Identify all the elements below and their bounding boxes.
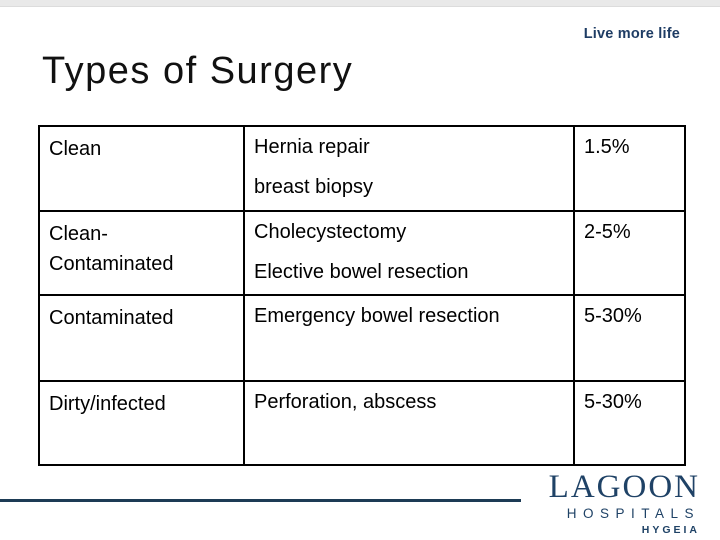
rate-value: 2-5% bbox=[584, 221, 631, 243]
example-label: breast biopsy bbox=[254, 176, 373, 198]
category-label: Contaminated bbox=[49, 307, 174, 329]
slide-title: Types of Surgery bbox=[42, 50, 354, 92]
examples-cell: Perforation, abscess bbox=[245, 382, 575, 464]
examples-cell: Hernia repair breast biopsy bbox=[245, 127, 575, 212]
category-label: Clean-Contaminated bbox=[49, 223, 174, 275]
example-label: Cholecystectomy bbox=[254, 221, 407, 243]
surgery-classification-table: Clean Hernia repair breast biopsy 1.5% C… bbox=[38, 125, 686, 466]
example-label: Elective bowel resection bbox=[254, 261, 469, 283]
category-cell: Clean bbox=[40, 127, 245, 212]
example-label: Perforation, abscess bbox=[254, 391, 437, 413]
category-label: Dirty/infected bbox=[49, 393, 166, 415]
rate-cell: 5-30% bbox=[575, 296, 684, 382]
category-cell: Clean-Contaminated bbox=[40, 212, 245, 296]
examples-cell: Emergency bowel resection bbox=[245, 296, 575, 382]
rate-cell: 5-30% bbox=[575, 382, 684, 464]
example-label: Emergency bowel resection bbox=[254, 305, 500, 327]
category-label: Clean bbox=[49, 138, 102, 160]
hospital-logo: LAGOON HOSPITALS HYGEIA bbox=[524, 471, 700, 535]
rate-cell: 2-5% bbox=[575, 212, 684, 296]
rate-cell: 1.5% bbox=[575, 127, 684, 212]
rate-value: 1.5% bbox=[584, 136, 630, 158]
category-cell: Contaminated bbox=[40, 296, 245, 382]
logo-name: LAGOON bbox=[548, 469, 700, 505]
example-label: Hernia repair bbox=[254, 136, 370, 158]
slide-top-edge bbox=[0, 0, 720, 7]
logo-subtitle: HOSPITALS bbox=[566, 506, 700, 521]
footer-divider-line bbox=[0, 499, 521, 502]
examples-cell: Cholecystectomy Elective bowel resection bbox=[245, 212, 575, 296]
category-cell: Dirty/infected bbox=[40, 382, 245, 464]
rate-value: 5-30% bbox=[584, 305, 642, 327]
rate-value: 5-30% bbox=[584, 391, 642, 413]
logo-brand: HYGEIA bbox=[641, 523, 700, 536]
brand-tagline: Live more life bbox=[583, 26, 680, 42]
